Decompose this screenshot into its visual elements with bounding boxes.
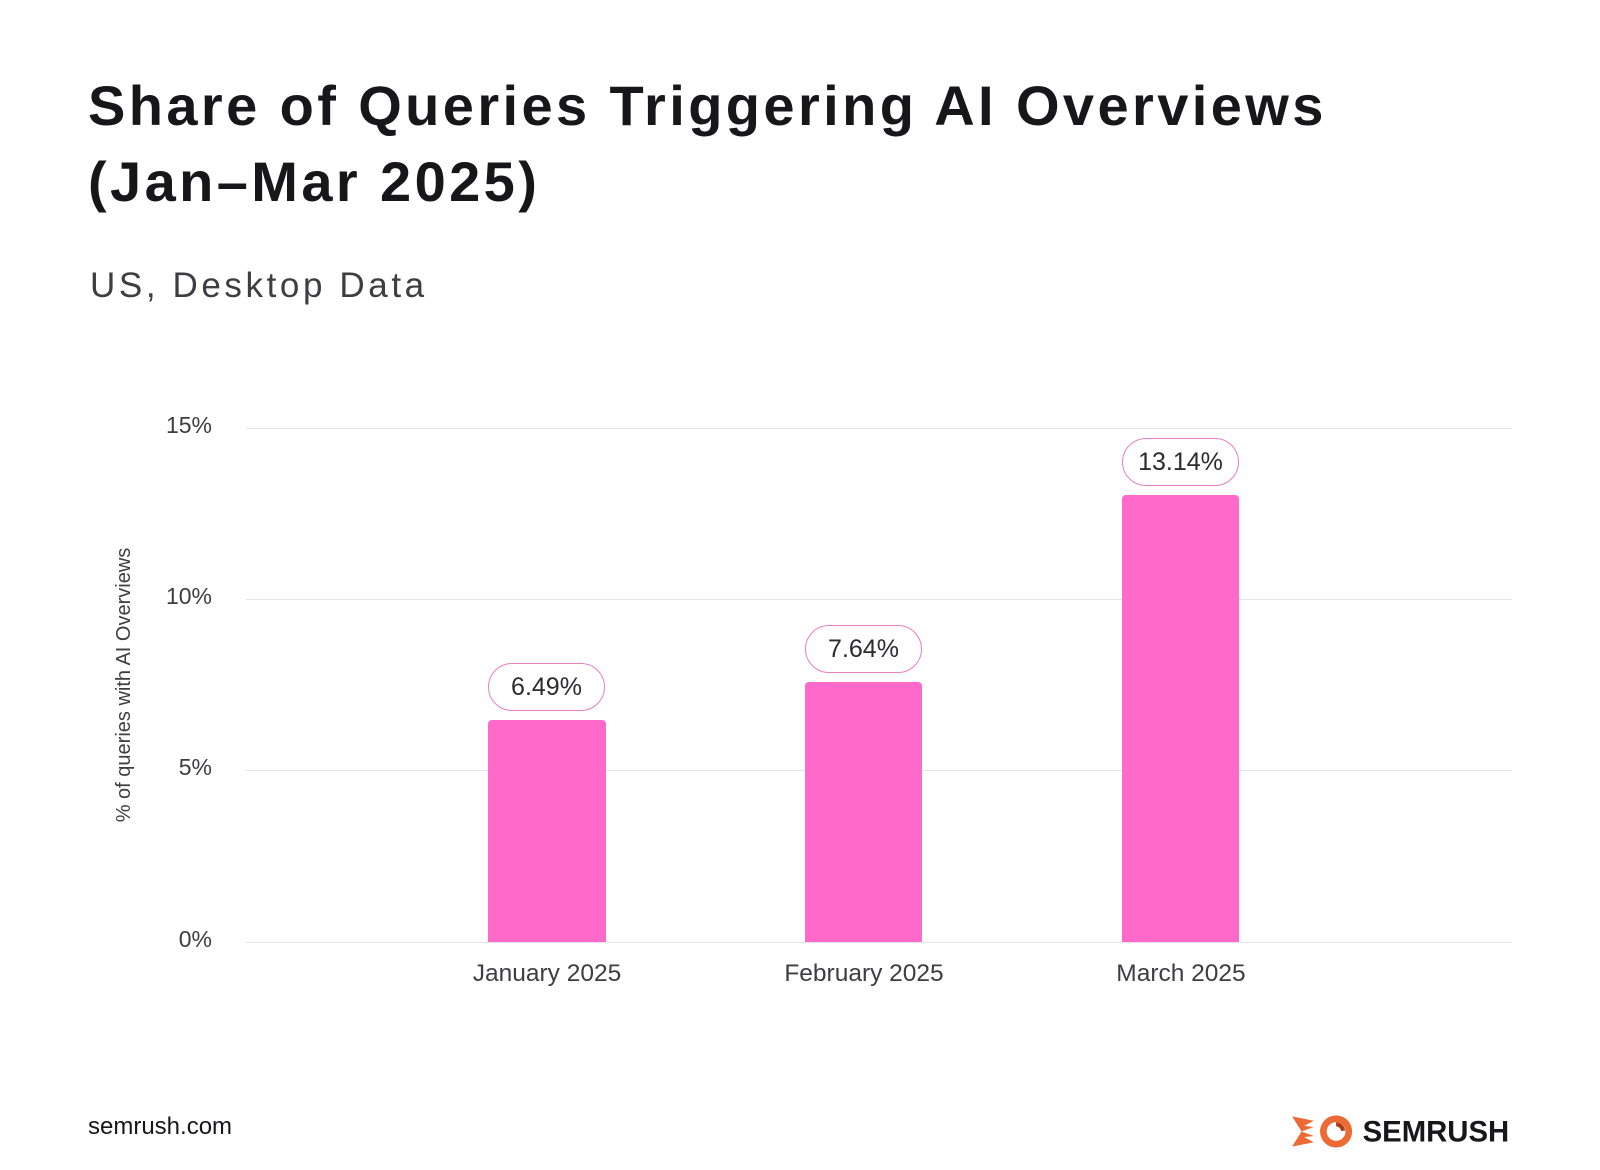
- svg-text:SEMRUSH: SEMRUSH: [1363, 1115, 1510, 1148]
